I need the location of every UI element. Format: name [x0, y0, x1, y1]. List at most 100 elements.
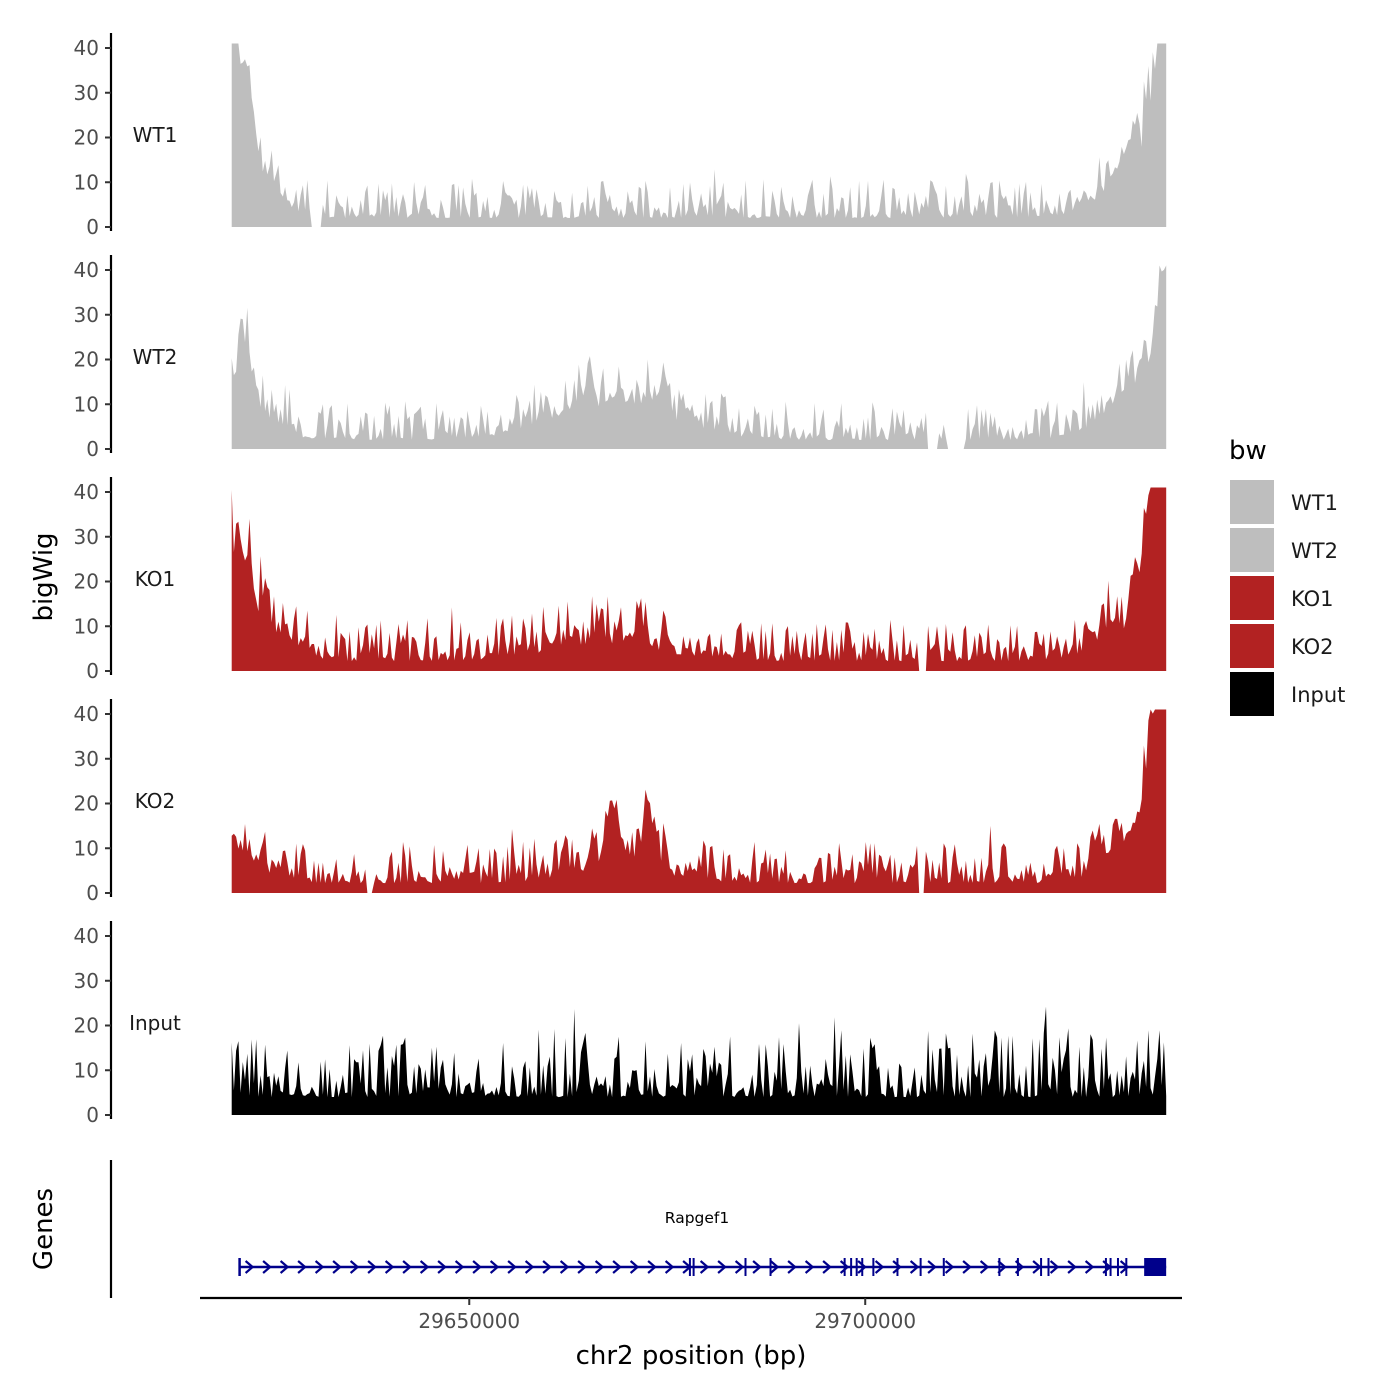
strand-arrow [839, 1260, 850, 1274]
strand-arrow [367, 1260, 377, 1274]
strand-arrow [384, 1260, 395, 1274]
strand-arrow [507, 1260, 517, 1274]
y-tick-label: 30 [74, 525, 99, 549]
strand-arrow [612, 1260, 622, 1274]
strand-arrow [332, 1260, 342, 1274]
strand-arrow [297, 1260, 307, 1274]
strand-arrow [402, 1260, 412, 1274]
y-tick-label: 30 [74, 81, 99, 105]
strand-arrow [472, 1260, 482, 1274]
y-tick-label: 40 [74, 702, 99, 726]
gene-label: Rapgef1 [665, 1209, 729, 1227]
x-tick-label: 29650000 [418, 1309, 520, 1333]
gene-model-rapgef1 [238, 1258, 1167, 1276]
coverage-area-ko1 [231, 487, 1167, 671]
strand-arrow [349, 1260, 360, 1274]
track-label: Input [129, 1011, 181, 1035]
strand-arrow [944, 1260, 955, 1274]
strand-arrow [804, 1260, 815, 1274]
y-tick-label: 40 [74, 924, 99, 948]
strand-arrow [752, 1260, 762, 1274]
y-tick-label: 30 [74, 969, 99, 993]
y-tick-label: 20 [74, 570, 99, 594]
y-tick-label: 20 [74, 126, 99, 150]
strand-arrow [909, 1260, 920, 1274]
strand-arrow [262, 1260, 272, 1274]
strand-arrow [542, 1260, 552, 1274]
strand-arrow [927, 1260, 937, 1274]
legend-label-wt2: WT2 [1291, 539, 1338, 563]
legend-key-ko2 [1230, 624, 1274, 668]
y-tick-label: 20 [74, 792, 99, 816]
legend-key-ko1 [1230, 576, 1274, 620]
strand-arrow [524, 1260, 535, 1274]
strand-arrow [734, 1260, 745, 1274]
y-tick-label: 10 [74, 170, 99, 194]
strand-arrow [664, 1260, 675, 1274]
y-tick-label: 0 [86, 659, 99, 683]
x-tick-label: 29700000 [814, 1309, 916, 1333]
y-tick-label: 10 [74, 836, 99, 860]
strand-arrow [244, 1260, 255, 1274]
strand-arrow [892, 1260, 902, 1274]
coverage-area-wt2 [231, 265, 1167, 449]
y-tick-label: 0 [86, 881, 99, 905]
strand-arrow [629, 1260, 640, 1274]
y-tick-label: 10 [74, 614, 99, 638]
track-panel-ko2: 0 10 20 30 40 KO2 [74, 699, 1167, 905]
strand-arrow [419, 1260, 430, 1274]
strand-arrow [979, 1260, 990, 1274]
y-tick-label: 20 [74, 1014, 99, 1038]
genes-track-label: Genes [29, 1188, 59, 1270]
legend: bw WT1 WT2 KO1 KO2 Input [1229, 436, 1345, 716]
y-tick-label: 20 [74, 348, 99, 372]
strand-arrow [857, 1260, 867, 1274]
track-label: WT2 [133, 345, 178, 369]
legend-key-wt2 [1230, 528, 1274, 572]
strand-arrow [1067, 1260, 1077, 1274]
strand-arrow [489, 1260, 500, 1274]
strand-arrow [997, 1260, 1007, 1274]
strand-arrow [1049, 1260, 1060, 1274]
track-panel-input: 0 10 20 30 40 Input [74, 921, 1167, 1127]
y-tick-label: 0 [86, 215, 99, 239]
y-tick-label: 0 [86, 437, 99, 461]
strand-arrow [437, 1260, 447, 1274]
track-panel-wt1: 0 10 20 30 40 WT1 [74, 33, 1167, 239]
track-label: WT1 [133, 123, 178, 147]
strand-arrow [594, 1260, 605, 1274]
legend-label-input: Input [1291, 683, 1345, 707]
strand-arrow [962, 1260, 972, 1274]
coverage-area-ko2 [231, 709, 1167, 893]
strand-arrow [822, 1260, 832, 1274]
strand-arrow [769, 1260, 780, 1274]
strand-arrow [1084, 1260, 1095, 1274]
legend-label-ko1: KO1 [1291, 587, 1334, 611]
y-tick-label: 0 [86, 1103, 99, 1127]
legend-label-wt1: WT1 [1291, 491, 1338, 515]
track-panel-wt2: 0 10 20 30 40 WT2 [74, 255, 1167, 461]
strand-arrow [699, 1260, 710, 1274]
y-tick-label: 40 [74, 36, 99, 60]
legend-label-ko2: KO2 [1291, 635, 1334, 659]
track-panel-ko1: 0 10 20 30 40 KO1 [74, 477, 1167, 683]
gene-exon-block [1144, 1258, 1167, 1276]
y-tick-label: 10 [74, 392, 99, 416]
strand-arrow [314, 1260, 325, 1274]
strand-arrow [559, 1260, 570, 1274]
y-tick-label: 30 [74, 747, 99, 771]
strand-arrow [717, 1260, 727, 1274]
x-axis: 29650000 29700000 chr2 position (bp) [200, 1296, 1182, 1371]
strand-arrow [279, 1260, 290, 1274]
y-axis-title: bigWig [29, 532, 59, 621]
strand-arrow [577, 1260, 587, 1274]
track-label: KO2 [135, 789, 176, 813]
legend-key-wt1 [1230, 480, 1274, 524]
genes-panel: Genes Rapgef1 [29, 1160, 1167, 1298]
legend-key-input [1230, 672, 1274, 716]
y-tick-label: 10 [74, 1058, 99, 1082]
x-axis-title: chr2 position (bp) [576, 1341, 807, 1371]
y-tick-label: 40 [74, 480, 99, 504]
strand-arrow [874, 1260, 885, 1274]
